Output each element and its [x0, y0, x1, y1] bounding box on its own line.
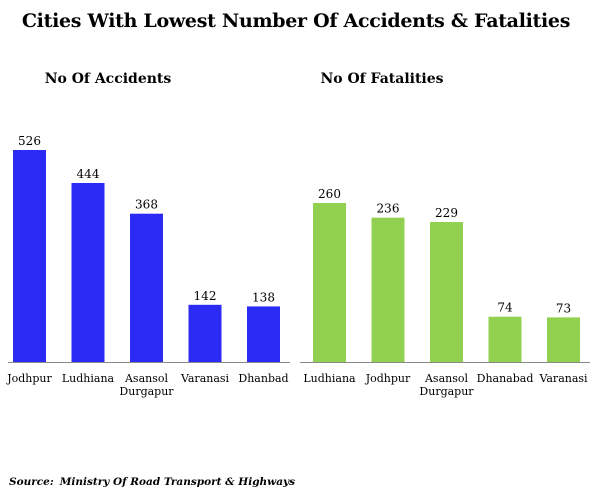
- fatalities-category-label: Jodhpur: [365, 372, 411, 385]
- fatalities-category-label: Asansol Durgapur: [419, 372, 474, 398]
- accidents-bar: [13, 150, 46, 362]
- accidents-value-labels: 526 444 368 142 138: [18, 134, 275, 304]
- accidents-value-label: 368: [135, 198, 158, 212]
- accidents-category-label: Asansol Durgapur: [119, 372, 174, 398]
- accidents-bar: [188, 304, 222, 362]
- fatalities-bars: [313, 203, 580, 362]
- fatalities-bar: [430, 222, 463, 362]
- source-note: Source: Ministry Of Road Transport & High…: [9, 476, 295, 488]
- chart-main-title: Cities With Lowest Number Of Accidents &…: [21, 10, 571, 32]
- accidents-category-label: Varanasi: [180, 372, 230, 385]
- accidents-chart-title: No Of Accidents: [45, 71, 172, 87]
- fatalities-bar: [488, 316, 522, 362]
- accidents-chart: No Of Accidents 526 444 368 142 138 Jodhpur L…: [6, 71, 290, 398]
- fatalities-bar: [371, 217, 405, 362]
- fatalities-bar: [547, 317, 580, 362]
- accidents-bar: [71, 183, 105, 362]
- accidents-bar: [247, 306, 280, 362]
- fatalities-value-label: 73: [556, 301, 571, 315]
- accidents-bars: [13, 150, 280, 362]
- accidents-value-label: 138: [252, 290, 275, 304]
- accidents-bar: [130, 213, 163, 362]
- fatalities-value-label: 229: [435, 206, 458, 220]
- fatalities-category-label: Dhanabad: [477, 372, 534, 385]
- accidents-value-label: 526: [18, 134, 41, 148]
- source-text: Ministry Of Road Transport & Highways: [59, 476, 296, 488]
- accidents-value-label: 444: [77, 167, 100, 181]
- fatalities-chart-title: No Of Fatalities: [320, 71, 443, 87]
- fatalities-bar: [313, 203, 346, 362]
- accidents-category-labels: Jodhpur Ludhiana Asansol Durgapur Varanasi Dh…: [6, 372, 288, 398]
- fatalities-value-label: 260: [318, 187, 341, 201]
- fatalities-category-label: Varanasi: [538, 372, 588, 385]
- fatalities-category-label: Ludhiana: [303, 372, 356, 385]
- fatalities-value-label: 236: [377, 202, 400, 216]
- fatalities-value-label: 74: [497, 301, 513, 315]
- accidents-category-label: Ludhiana: [62, 372, 115, 385]
- fatalities-chart: No Of Fatalities 260 236 229 74 73 Ludhiana J…: [300, 71, 590, 398]
- accidents-category-label: Dhanbad: [238, 372, 288, 385]
- accidents-category-label: Jodhpur: [6, 372, 52, 385]
- source-label: Source:: [9, 476, 54, 488]
- accidents-value-label: 142: [194, 289, 217, 303]
- fatalities-value-labels: 260 236 229 74 73: [318, 187, 571, 315]
